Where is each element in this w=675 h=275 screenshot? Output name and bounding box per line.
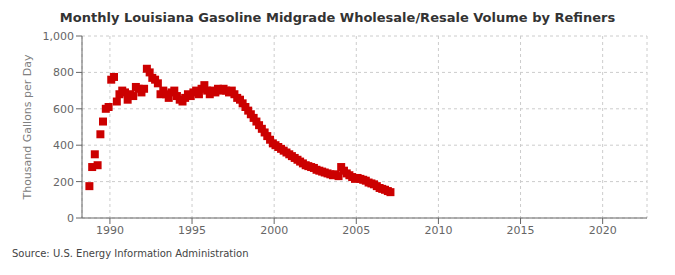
svg-text:1995: 1995 [178,224,206,237]
svg-text:2005: 2005 [342,224,370,237]
svg-text:1990: 1990 [96,224,124,237]
svg-text:400: 400 [53,139,74,152]
svg-text:600: 600 [53,103,74,116]
svg-text:2020: 2020 [589,224,617,237]
html-text:Source: U.S. Energy Informatio: Source: U.S. Energy Information Administ… [12,248,249,259]
svg-text:Thousand Gallons per Day: Thousand Gallons per Day [21,54,34,201]
svg-text:800: 800 [53,66,74,79]
html-text:Monthly Louisiana Gasoline Mid: Monthly Louisiana Gasoline Midgrade Whol… [59,10,616,25]
svg-text:0: 0 [67,212,74,225]
svg-text:200: 200 [53,176,74,189]
svg-text:1,000: 1,000 [43,30,75,43]
svg-text:2000: 2000 [260,224,288,237]
svg-text:2010: 2010 [424,224,452,237]
svg-text:2015: 2015 [507,224,535,237]
